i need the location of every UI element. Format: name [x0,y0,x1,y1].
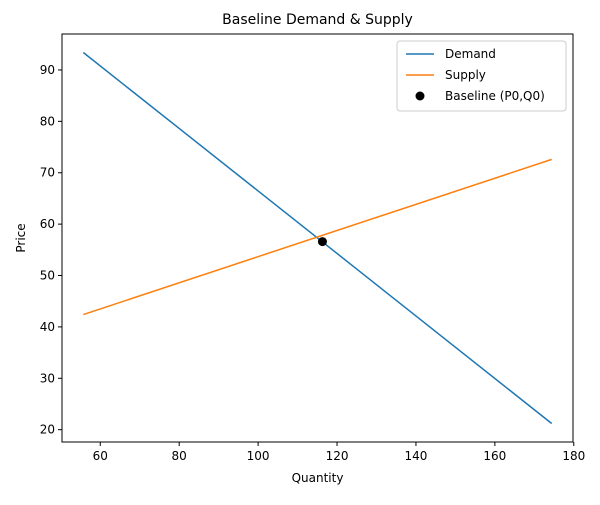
plot-frame [61,33,574,443]
chart-title: Baseline Demand & Supply [222,12,413,28]
x-tick-label: 60 [93,449,108,463]
y-tick-label: 30 [40,371,55,385]
x-tick-label: 80 [172,449,187,463]
legend-label-supply: Supply [445,68,486,82]
legend-swatch-baseline-p0-q0 [415,91,425,101]
y-tick-label: 50 [40,269,55,283]
plot-area [82,51,553,425]
y-tick-label: 80 [40,114,55,128]
x-axis: 60 80 100 120 140 160 180 [93,442,585,463]
x-tick-label: 180 [562,449,585,463]
y-tick-label: 70 [40,166,55,180]
y-tick-label: 20 [40,423,55,437]
legend: Demand Supply Baseline (P0,Q0) [396,40,567,112]
y-tick-label: 60 [40,217,55,231]
x-tick-label: 100 [247,449,270,463]
y-axis: 20 30 40 50 60 70 80 90 [40,63,62,437]
demand-line [82,51,553,425]
legend-box [396,40,567,112]
baseline-p0-q0-point [317,237,327,247]
x-tick-label: 160 [483,449,506,463]
y-tick-label: 40 [40,320,55,334]
y-tick-label: 90 [40,63,55,77]
legend-label-demand: Demand [445,47,496,61]
x-tick-label: 120 [326,449,349,463]
legend-label-baseline-p0-q0: Baseline (P0,Q0) [445,89,545,103]
supply-line [83,158,552,316]
y-axis-label: Price [14,223,28,252]
x-tick-label: 140 [404,449,427,463]
x-axis-label: Quantity [292,471,344,485]
